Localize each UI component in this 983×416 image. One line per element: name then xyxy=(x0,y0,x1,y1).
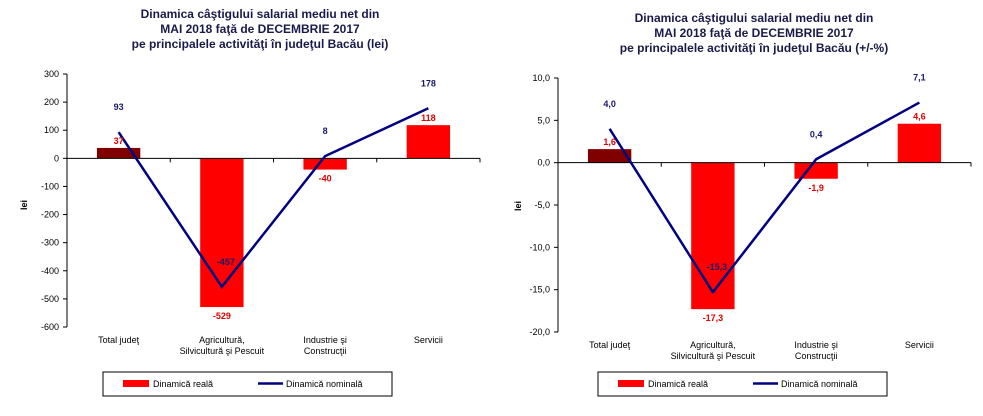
right-bar-label-1: -17,3 xyxy=(703,313,724,323)
left-chart-title-line-0: Dinamica câştigului salarial mediu net d… xyxy=(141,7,380,21)
right-y-tick-label-0: 10,0 xyxy=(532,73,550,83)
left-y-tick-label-7: -400 xyxy=(41,266,59,276)
right-x-category-label-3-0: Servicii xyxy=(905,340,934,350)
left-chart-title-line-1: MAI 2018 faţă de DECEMBRIE 2017 xyxy=(160,22,360,36)
left-bar-label-3: 118 xyxy=(421,113,436,123)
left-bar-2 xyxy=(303,158,347,170)
right-bar-2 xyxy=(794,162,838,179)
right-legend-box xyxy=(597,371,888,397)
right-line-label-1: -15,3 xyxy=(707,262,728,272)
right-x-category-label-1-1: Silvicultură şi Pescuit xyxy=(671,351,756,361)
right-legend-label-nominal: Dinamică nominală xyxy=(781,379,858,389)
left-legend-label-real: Dinamică reală xyxy=(153,379,213,389)
right-bar-label-0: 1,6 xyxy=(603,137,616,147)
right-line-label-0: 4,0 xyxy=(603,99,616,109)
left-line-label-2: 8 xyxy=(323,126,328,136)
left-y-tick-label-9: -600 xyxy=(41,322,59,332)
chart-right-svg: Dinamica câştigului salarial mediu net d… xyxy=(513,11,972,397)
left-line-label-3: 178 xyxy=(421,78,436,88)
left-bar-label-1: -529 xyxy=(213,311,231,321)
right-bar-0 xyxy=(587,149,632,163)
left-x-category-label-1-1: Silvicultură şi Pescuit xyxy=(180,346,265,356)
right-bar-label-2: -1,9 xyxy=(808,183,824,193)
right-line-nominal xyxy=(608,101,920,295)
left-chart-title-line-2: pe principalele activităţi în judeţul Ba… xyxy=(132,37,389,51)
right-line-label-2: 0,4 xyxy=(810,129,823,139)
chart-right: Dinamica câştigului salarial mediu net d… xyxy=(492,0,983,416)
left-line-label-0: 93 xyxy=(114,102,124,112)
right-line-label-3: 7,1 xyxy=(913,73,926,83)
left-line-label-1: -457 xyxy=(217,257,235,267)
right-chart-title-line-2: pe principalele activităţi în judeţul Ba… xyxy=(620,41,888,55)
left-legend-label-nominal: Dinamică nominală xyxy=(286,379,363,389)
right-legend-label-real: Dinamică reală xyxy=(648,379,708,389)
left-x-category-label-2-1: Construcţii xyxy=(304,346,347,356)
right-y-tick-label-2: 0,0 xyxy=(537,158,550,168)
right-y-axis-label: lei xyxy=(513,201,523,211)
right-bar-label-3: 4,6 xyxy=(913,112,926,122)
left-bar-label-0: 37 xyxy=(114,136,124,146)
chart-left-svg: Dinamica câştigului salarial mediu net d… xyxy=(19,7,481,397)
left-y-tick-label-2: 100 xyxy=(44,125,59,135)
left-legend-swatch-real xyxy=(123,380,149,387)
right-x-category-label-1-0: Agricultură, xyxy=(690,340,736,350)
left-y-tick-label-8: -500 xyxy=(41,294,59,304)
right-chart-title-line-0: Dinamica câştigului salarial mediu net d… xyxy=(635,11,874,25)
left-x-category-label-3-0: Servicii xyxy=(414,335,443,345)
right-y-tick-label-3: -5,0 xyxy=(534,200,550,210)
left-legend-box xyxy=(102,371,393,397)
left-y-tick-label-4: -100 xyxy=(41,181,59,191)
left-line-nominal xyxy=(117,107,429,289)
left-x-category-label-1-0: Agricultură, xyxy=(199,335,245,345)
left-x-category-label-2-0: Industrie şi xyxy=(303,335,347,345)
right-y-tick-label-1: 5,0 xyxy=(537,115,550,125)
left-y-tick-label-3: 0 xyxy=(54,153,59,163)
left-y-tick-label-0: 300 xyxy=(44,69,59,79)
chart-left: Dinamica câştigului salarial mediu net d… xyxy=(0,0,491,416)
left-y-tick-label-5: -200 xyxy=(41,210,59,220)
right-chart-title-line-1: MAI 2018 faţă de DECEMBRIE 2017 xyxy=(654,26,854,40)
right-bar-3 xyxy=(897,123,942,163)
right-x-category-label-2-0: Industrie şi xyxy=(794,340,838,350)
left-y-tick-label-6: -300 xyxy=(41,238,59,248)
right-x-category-label-0-0: Total judeţ xyxy=(589,340,631,350)
left-y-axis-label: lei xyxy=(19,200,29,210)
right-x-category-label-2-1: Construcţii xyxy=(795,351,838,361)
left-bar-3 xyxy=(406,125,451,159)
left-bar-0 xyxy=(96,147,141,159)
left-x-category-label-0-0: Total judeţ xyxy=(98,335,140,345)
left-y-tick-label-1: 200 xyxy=(44,97,59,107)
left-bar-label-2: -40 xyxy=(319,174,332,184)
right-bar-1 xyxy=(691,162,735,310)
right-y-tick-label-6: -20,0 xyxy=(529,327,550,337)
left-bar-1 xyxy=(200,158,244,308)
right-legend-swatch-real xyxy=(618,380,644,387)
right-y-tick-label-4: -10,0 xyxy=(529,242,550,252)
right-y-tick-label-5: -15,0 xyxy=(529,285,550,295)
